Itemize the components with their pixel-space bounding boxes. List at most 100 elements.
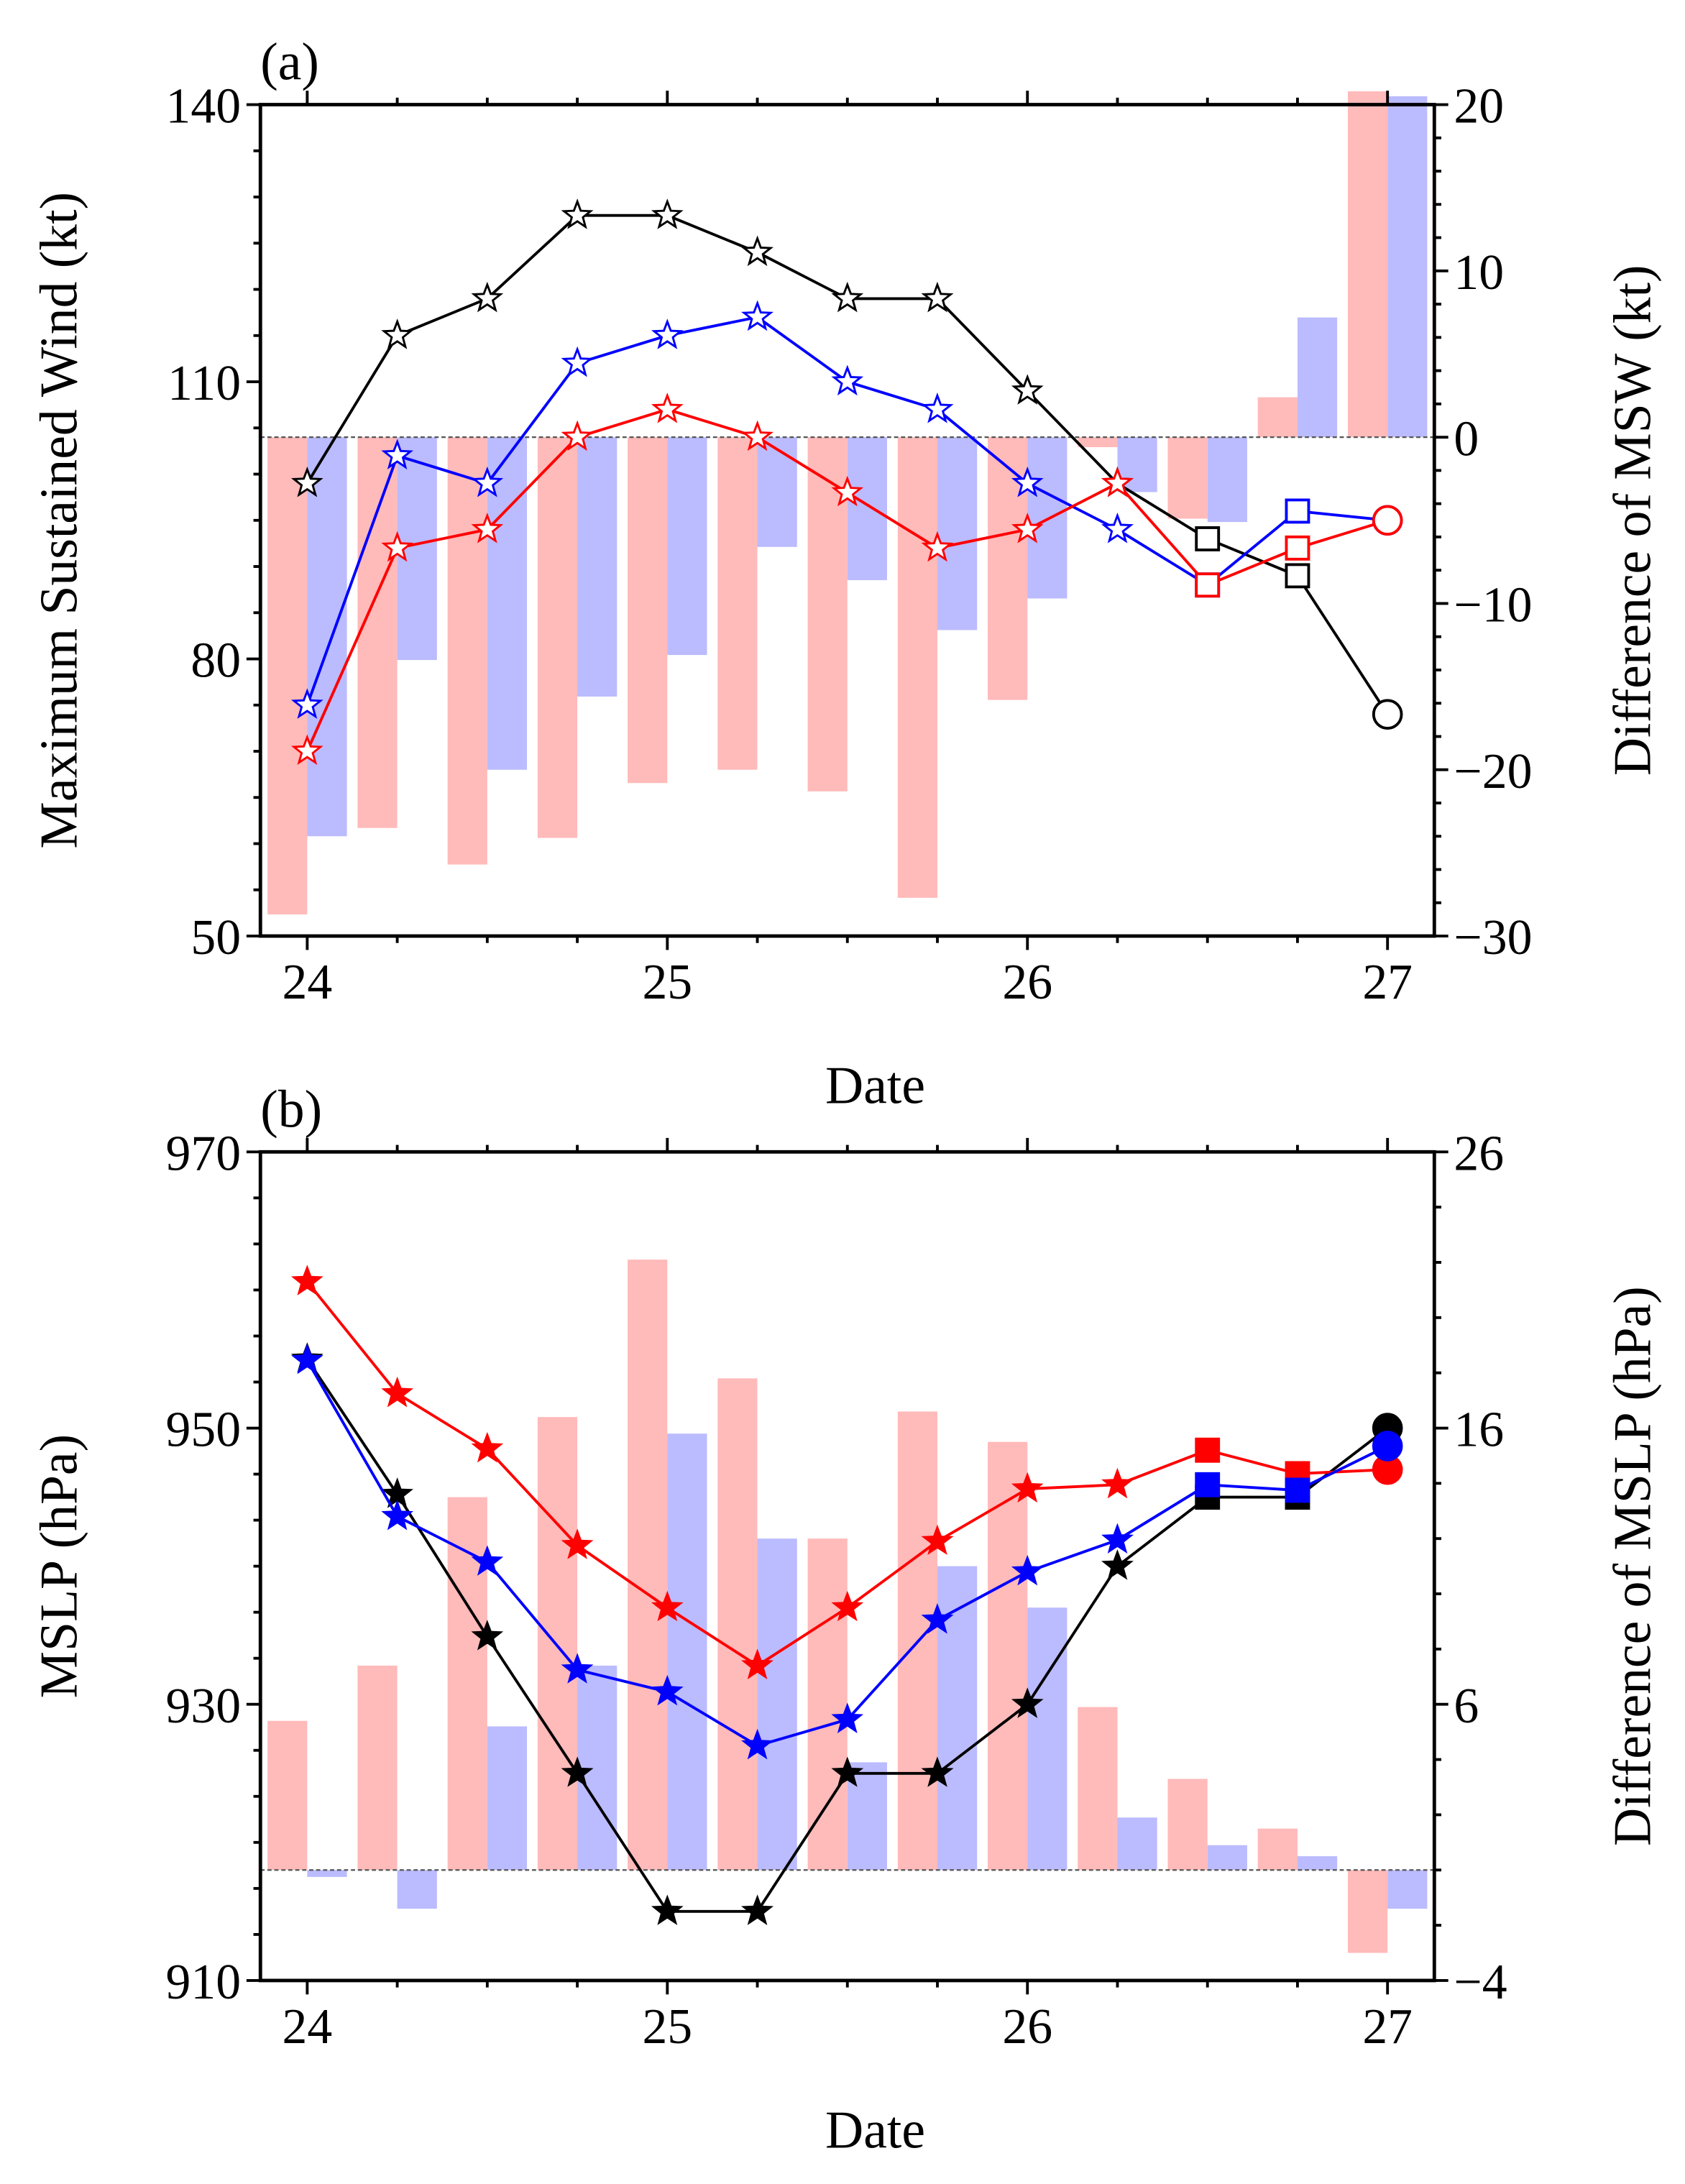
marker-star-blue <box>1101 1523 1134 1554</box>
bar-red-diff <box>988 437 1028 700</box>
marker-square-blue <box>1285 498 1310 524</box>
bar-red-diff <box>537 437 578 838</box>
bar-red-diff <box>357 437 398 828</box>
bar-red-diff <box>447 437 487 865</box>
marker-star-red <box>831 475 864 507</box>
y-right-tick-label: 20 <box>1454 79 1504 134</box>
bar-blue-diff <box>757 1538 797 1871</box>
marker-star-red <box>651 1590 684 1622</box>
bar-red-diff <box>1347 91 1388 438</box>
marker-star-red <box>471 513 504 543</box>
y-right-axis-label: Difference of MSLP (hPa) <box>1603 1286 1662 1846</box>
bar-blue-diff <box>397 1870 437 1909</box>
x-tick-label: 27 <box>1362 955 1413 1010</box>
marker-star-blue <box>291 1343 323 1375</box>
bar-blue-diff <box>1297 1856 1338 1871</box>
marker-star-red <box>921 1524 954 1555</box>
bar-blue-diff <box>667 437 707 656</box>
bar-blue-diff <box>307 437 347 837</box>
marker-star-blue <box>561 1653 594 1684</box>
marker-star-blue <box>651 1674 684 1706</box>
marker-star-red <box>381 531 414 562</box>
marker-star-red <box>651 393 684 423</box>
marker-star-red <box>561 420 594 451</box>
marker-star-blue <box>741 300 774 331</box>
y-axis-label: MSLP (hPa) <box>29 1434 88 1698</box>
marker-star-black <box>1011 1687 1044 1718</box>
x-axis-label: Date <box>825 1055 925 1114</box>
bar-red-diff <box>807 1538 848 1871</box>
marker-star-red <box>1011 513 1044 543</box>
y-tick-label: 80 <box>190 633 241 689</box>
bar-blue-diff <box>757 437 797 547</box>
marker-star-red <box>1101 1467 1134 1499</box>
marker-star-black <box>1011 374 1044 405</box>
marker-star-black <box>561 198 594 229</box>
bar-red-diff <box>1257 397 1298 438</box>
marker-square-blue <box>1195 1472 1221 1497</box>
marker-square-blue <box>1285 1477 1310 1503</box>
bar-blue-diff <box>1387 96 1428 438</box>
bar-red-diff <box>1257 1828 1298 1871</box>
y-tick-label: 950 <box>166 1403 242 1458</box>
marker-star-black <box>741 1894 774 1925</box>
marker-square-red <box>1195 1437 1221 1463</box>
x-axis-label: Date <box>825 2100 925 2159</box>
bar-red-diff <box>357 1665 398 1871</box>
bar-red-diff <box>267 1720 308 1871</box>
y-right-tick-label: −30 <box>1454 910 1532 965</box>
marker-star-blue <box>381 1499 414 1531</box>
marker-star-black <box>921 281 954 313</box>
y-right-tick-label: −20 <box>1454 744 1532 799</box>
bar-blue-diff <box>937 1566 978 1871</box>
marker-circle-blue <box>1372 1431 1403 1462</box>
x-tick-label: 25 <box>642 1999 692 2055</box>
marker-star-blue <box>381 439 414 469</box>
marker-circle-black <box>1372 699 1403 730</box>
y-right-tick-label: −10 <box>1454 578 1532 633</box>
bar-red-diff <box>1078 1707 1118 1871</box>
marker-star-red <box>291 734 323 766</box>
y-tick-label: 910 <box>166 1955 242 2010</box>
bar-red-diff <box>717 437 758 770</box>
bar-blue-diff <box>1387 1870 1428 1909</box>
marker-star-red <box>471 1431 504 1463</box>
bar-red-diff <box>537 1417 578 1871</box>
bar-red-diff <box>897 437 938 898</box>
marker-square-black <box>1195 526 1221 551</box>
bar-blue-diff <box>487 1726 528 1871</box>
marker-star-blue <box>291 688 323 719</box>
x-tick-label: 26 <box>1002 1999 1052 2055</box>
bar-blue-diff <box>1297 317 1338 438</box>
marker-star-blue <box>651 318 684 349</box>
y-tick-label: 140 <box>166 79 242 134</box>
marker-star-black <box>651 198 684 229</box>
marker-star-blue <box>921 393 954 423</box>
marker-star-blue <box>741 1728 774 1760</box>
marker-star-blue <box>831 1702 864 1733</box>
marker-star-red <box>291 1265 323 1295</box>
marker-star-black <box>291 466 323 497</box>
bar-blue-diff <box>847 437 887 581</box>
bar-blue-diff <box>1207 1845 1247 1871</box>
bar-blue-diff <box>1207 437 1247 523</box>
bar-red-diff <box>267 437 308 914</box>
x-tick-label: 25 <box>642 955 692 1010</box>
marker-star-black <box>651 1894 684 1925</box>
marker-star-black <box>831 281 864 313</box>
marker-star-blue <box>1011 466 1044 497</box>
bar-red-diff <box>1167 437 1208 519</box>
bar-blue-diff <box>577 437 617 697</box>
y-right-tick-label: 0 <box>1454 411 1479 467</box>
marker-star-red <box>381 1376 414 1408</box>
x-tick-label: 24 <box>283 1999 333 2055</box>
marker-star-black <box>561 1756 594 1787</box>
y-axis-label: Maximum Sustained Wind (kt) <box>29 192 88 849</box>
panel-label: (a) <box>260 32 319 91</box>
bar-red-diff <box>717 1378 758 1871</box>
y-right-tick-label: 6 <box>1454 1679 1479 1734</box>
marker-star-blue <box>561 346 594 377</box>
marker-star-red <box>561 1528 594 1559</box>
bar-red-diff <box>1347 1870 1388 1953</box>
